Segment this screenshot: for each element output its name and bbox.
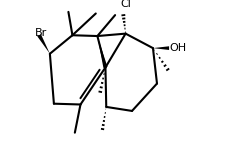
Polygon shape	[37, 34, 50, 54]
Text: Cl: Cl	[121, 0, 132, 10]
Text: OH: OH	[170, 43, 187, 53]
Text: Br: Br	[35, 28, 47, 38]
Polygon shape	[97, 36, 107, 68]
Polygon shape	[153, 46, 169, 50]
